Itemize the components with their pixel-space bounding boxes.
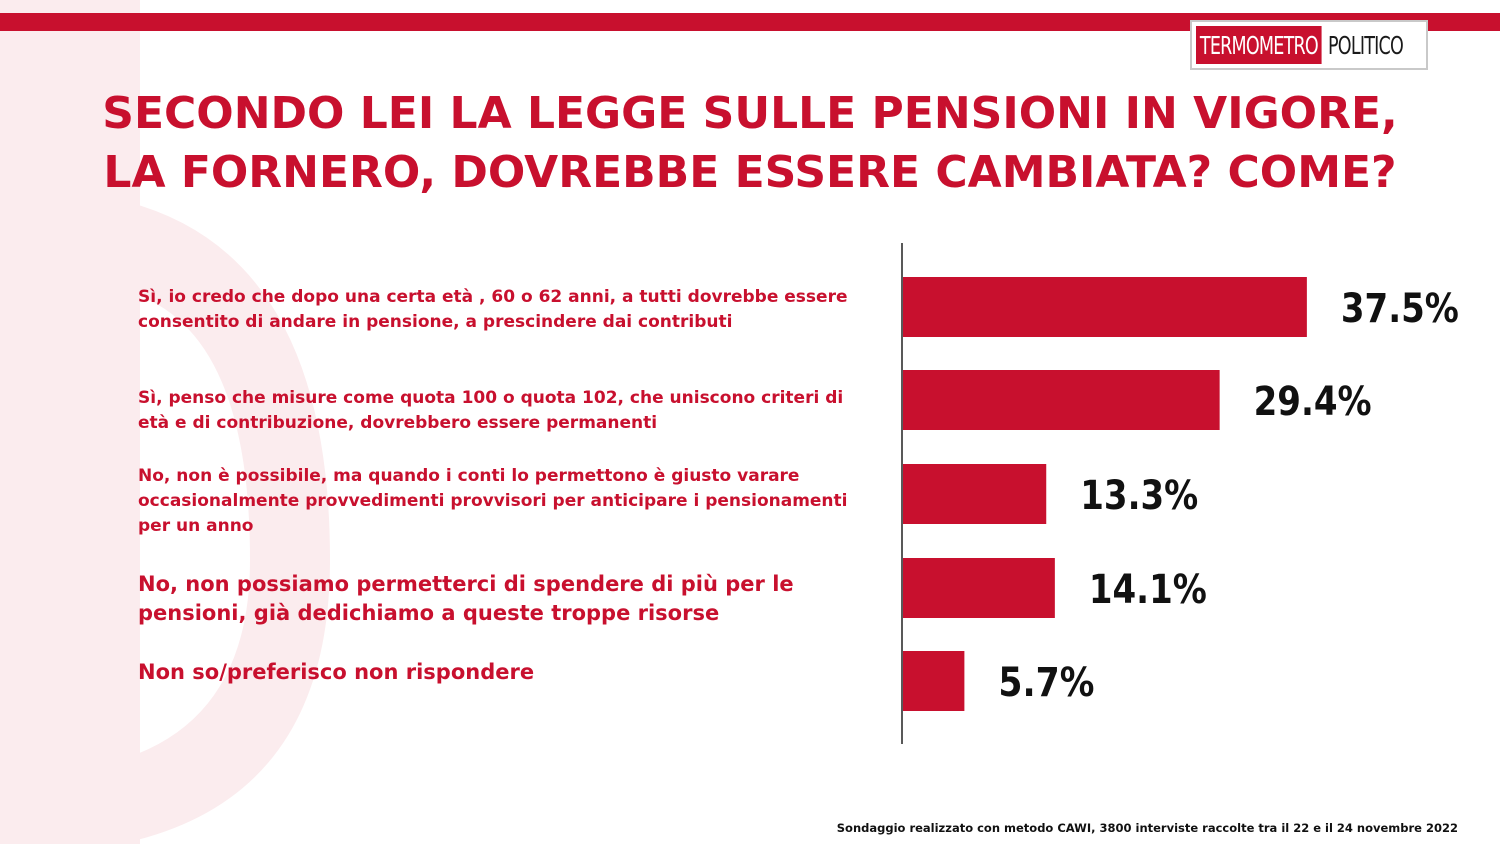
- category-label: Sì, io credo che dopo una certa età , 60…: [138, 287, 848, 332]
- title-line-1: SECONDO LEI LA LEGGE SULLE PENSIONI IN V…: [102, 88, 1398, 139]
- top-accent-bar: [0, 13, 1500, 31]
- bar: [903, 558, 1055, 618]
- data-label: 29.4%: [1254, 379, 1372, 425]
- data-label: 37.5%: [1341, 286, 1459, 332]
- data-label: 5.7%: [998, 660, 1094, 706]
- chart-title: SECONDO LEI LA LEGGE SULLE PENSIONI IN V…: [0, 84, 1500, 202]
- bar: [903, 651, 965, 711]
- category-label: No, non è possibile, ma quando i conti l…: [138, 466, 848, 536]
- data-label: 14.1%: [1089, 567, 1207, 613]
- data-label: 13.3%: [1080, 473, 1198, 519]
- footnote: Sondaggio realizzato con metodo CAWI, 38…: [836, 821, 1458, 835]
- category-label: Sì, penso che misure come quota 100 o qu…: [138, 388, 844, 433]
- category-label: Non so/preferisco non rispondere: [138, 660, 535, 684]
- logo-text-politico: POLITICO: [1328, 30, 1404, 60]
- bar: [903, 277, 1307, 337]
- brand-logo: TERMOMETRO POLITICO: [1190, 20, 1428, 70]
- category-label: No, non possiamo permetterci di spendere…: [138, 572, 794, 625]
- bar: [903, 464, 1047, 524]
- bar: [903, 370, 1220, 430]
- logo-text-termometro: TERMOMETRO: [1196, 26, 1322, 64]
- title-line-2: LA FORNERO, DOVREBBE ESSERE CAMBIATA? CO…: [103, 147, 1397, 198]
